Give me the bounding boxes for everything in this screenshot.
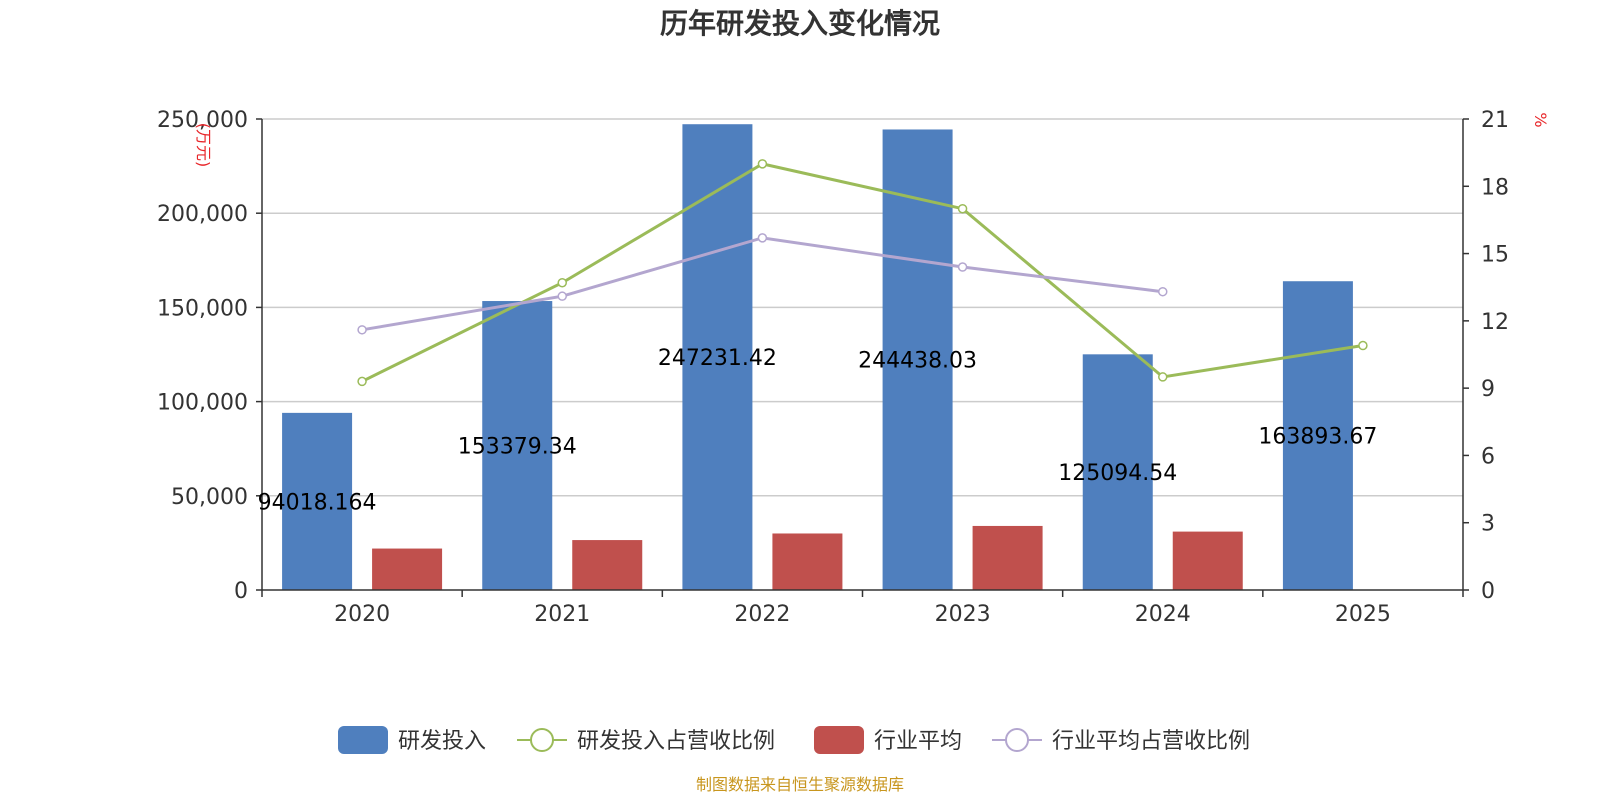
y-right-tick-label: 0 [1481,579,1495,604]
rd-investment-data-label: 153379.34 [458,435,577,460]
legend[interactable]: 研发投入 研发投入占营收比例 行业平均 行业平均占营收比例 [338,726,1250,754]
bar-marks [282,124,1353,590]
legend-item[interactable]: 行业平均 [814,726,962,754]
source-note: 制图数据来自恒生聚源数据库 [696,775,904,794]
line-circle-icon [530,728,554,752]
y-left-axis-label: (万元) [194,123,213,168]
industry-ratio-line [361,236,1163,332]
x-tick-label: 2022 [734,602,790,627]
grid-lines [262,118,1463,497]
data-labels: 94018.164 153379.34 247231.42 244438.03 1250… [258,346,1378,515]
rd-investment-bar [482,301,553,590]
x-tick-label: 2020 [334,602,390,627]
chart-title: 历年研发投入变化情况 [660,7,940,40]
y-left-tick-label: 0 [234,579,248,604]
rd-investment-bar [1282,281,1353,590]
rd-ratio-point [757,159,768,169]
y-left-tick-label: 250,000 [157,108,248,133]
rd-ratio-point [957,203,968,214]
legend-item[interactable]: 行业平均占营收比例 [992,728,1250,754]
legend-item[interactable]: 研发投入 [338,726,486,754]
industry-ratio-point [957,262,968,272]
rd-investment-data-label: 244438.03 [858,349,977,374]
industry-average-bar [372,548,443,590]
x-tick-label: 2025 [1335,602,1391,627]
y-left-tick-label: 50,000 [171,485,248,510]
rd-investment-bar [682,124,753,590]
industry-average-bar [972,525,1043,590]
legend-label: 研发投入占营收比例 [577,729,775,754]
y-right-tick-label: 3 [1481,512,1495,537]
bar-swatch-icon [338,726,388,754]
rd-investment-bar [1082,354,1153,590]
x-tick-label: 2024 [1135,602,1191,627]
y-left-tick-label: 100,000 [157,391,248,416]
y-right-tick-label: 21 [1481,108,1509,133]
rd-investment-bar [882,129,953,590]
y-right-tick-label: 6 [1481,444,1495,469]
y-right-tick-label: 15 [1481,243,1509,268]
industry-ratio-point [1158,286,1168,297]
line-circle-icon [1005,728,1029,752]
industry-ratio-point [557,291,567,301]
y-right-tick-label: 9 [1481,377,1495,402]
legend-label: 研发投入 [398,729,486,754]
line-marks [357,159,1368,387]
rd-investment-data-label: 247231.42 [658,346,777,371]
x-tick-label: 2021 [534,602,590,627]
legend-label: 行业平均占营收比例 [1052,729,1250,754]
y-left-tick-label: 150,000 [157,296,248,321]
industry-average-bar [1172,531,1243,590]
industry-average-bar [772,533,843,590]
rd-ratio-point [1158,372,1168,382]
y-right-axis-label: % [1531,112,1550,127]
rd-investment-data-label: 125094.54 [1058,461,1177,486]
y-right-tick-label: 12 [1481,310,1509,335]
y-left-tick-label: 200,000 [157,202,248,227]
rd-investment-data-label: 94018.164 [258,490,377,515]
industry-average-bar [572,540,643,590]
industry-ratio-point [757,233,768,243]
y-right-tick-label: 18 [1481,175,1509,200]
legend-label: 行业平均 [874,729,962,754]
bar-swatch-icon [814,726,864,754]
x-tick-label: 2023 [935,602,991,627]
legend-item[interactable]: 研发投入占营收比例 [517,728,775,754]
rd-ratio-point [357,376,367,387]
rd-ratio-point [557,277,567,288]
rd-investment-data-label: 163893.67 [1258,425,1377,450]
rd-ratio-line [361,162,1364,383]
rd-ratio-point [1358,340,1368,351]
rd-investment-bar [282,412,353,590]
industry-ratio-point [357,325,367,335]
axes: 0 50,000 100,000 150,000 200,000 250,000 0 3 6 9 1… [157,108,1550,627]
